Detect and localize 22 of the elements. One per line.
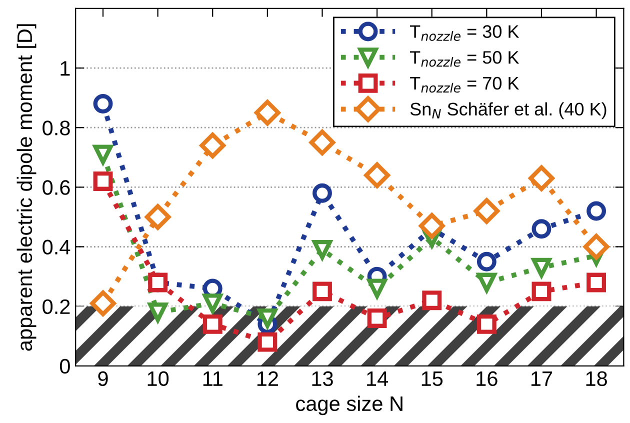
- x-tick-label: 9: [98, 371, 108, 386]
- y-axis-title: apparent electric dipole moment [D]: [16, 24, 36, 351]
- x-axis-title: cage size N: [296, 396, 402, 416]
- y-tick-label: 0.4: [42, 240, 70, 255]
- x-tick-label: 14: [367, 372, 388, 386]
- x-tick-label: 11: [203, 372, 222, 386]
- legend-label: T$_{nozzle}$ = 50 K: [410, 51, 520, 67]
- x-tick-label: 12: [257, 371, 278, 386]
- legend-label: T$_{nozzle}$ = 30 K: [410, 25, 520, 41]
- y-tick-label: 0.8: [42, 120, 70, 136]
- legend-label: T$_{nozzle}$ = 70 K: [410, 76, 520, 93]
- x-tick-label: 17: [531, 372, 552, 386]
- y-tick-label: 0: [60, 358, 70, 374]
- y-tick-label: 1: [60, 61, 70, 76]
- x-tick-label: 10: [148, 371, 169, 386]
- y-tick-label: 0.6: [42, 180, 70, 195]
- x-tick-label: 15: [422, 372, 443, 386]
- x-tick-label: 13: [312, 371, 333, 386]
- legend-label: Sn$_{N}$ Schäfer et al. (40 K): [410, 102, 606, 120]
- y-tick-label: 0.2: [42, 299, 70, 314]
- x-tick-label: 16: [476, 371, 498, 386]
- x-tick-label: 18: [586, 371, 607, 386]
